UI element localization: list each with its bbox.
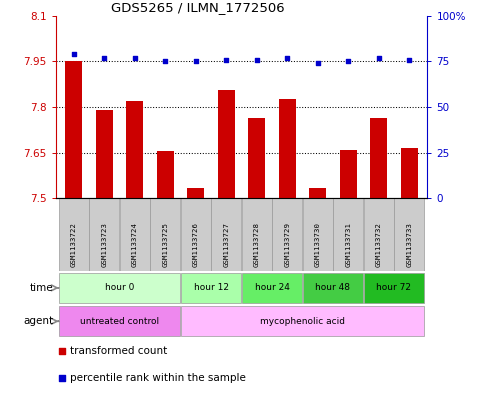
Bar (370, 118, 387, 198)
FancyBboxPatch shape (303, 198, 333, 271)
Text: GSM1133733: GSM1133733 (406, 222, 412, 267)
Bar (401, 148, 417, 198)
Bar (340, 150, 356, 198)
Bar (127, 101, 143, 198)
Text: GSM1133725: GSM1133725 (162, 222, 168, 267)
FancyBboxPatch shape (181, 306, 424, 336)
Point (192, 58, 199, 64)
Point (344, 58, 352, 64)
Point (131, 55, 139, 61)
Text: time: time (29, 283, 53, 293)
Text: hour 12: hour 12 (194, 283, 228, 292)
FancyBboxPatch shape (242, 198, 271, 271)
FancyBboxPatch shape (272, 198, 302, 271)
FancyBboxPatch shape (394, 198, 424, 271)
Text: GSM1133722: GSM1133722 (71, 222, 77, 267)
Point (222, 57, 230, 63)
Point (70, 51, 78, 57)
Bar (218, 90, 235, 198)
FancyBboxPatch shape (120, 198, 150, 271)
Text: GSM1133731: GSM1133731 (345, 222, 351, 267)
FancyBboxPatch shape (181, 273, 241, 303)
FancyBboxPatch shape (181, 198, 211, 271)
Point (58, 375, 66, 381)
Text: agent: agent (23, 316, 53, 326)
Text: GSM1133730: GSM1133730 (315, 222, 321, 267)
FancyBboxPatch shape (212, 198, 241, 271)
Text: GSM1133729: GSM1133729 (284, 222, 290, 267)
Text: GSM1133732: GSM1133732 (376, 222, 382, 267)
FancyBboxPatch shape (364, 273, 424, 303)
FancyBboxPatch shape (89, 198, 119, 271)
Text: hour 48: hour 48 (315, 283, 351, 292)
Point (405, 57, 413, 63)
Text: mycophenolic acid: mycophenolic acid (260, 317, 345, 326)
Point (100, 55, 108, 61)
FancyBboxPatch shape (364, 198, 394, 271)
FancyBboxPatch shape (59, 198, 89, 271)
FancyBboxPatch shape (242, 273, 302, 303)
Point (58, 347, 66, 354)
Bar (66, 61, 82, 198)
FancyBboxPatch shape (59, 273, 180, 303)
Text: hour 0: hour 0 (105, 283, 134, 292)
Text: hour 72: hour 72 (376, 283, 412, 292)
Bar (309, 188, 326, 198)
Text: GDS5265 / ILMN_1772506: GDS5265 / ILMN_1772506 (111, 1, 285, 14)
Text: GSM1133728: GSM1133728 (254, 222, 260, 267)
Text: GSM1133726: GSM1133726 (193, 222, 199, 267)
Bar (157, 151, 174, 198)
Text: GSM1133724: GSM1133724 (132, 222, 138, 267)
Bar (187, 188, 204, 198)
Point (161, 58, 169, 64)
Text: GSM1133723: GSM1133723 (101, 222, 107, 267)
Point (253, 57, 261, 63)
FancyBboxPatch shape (303, 273, 363, 303)
Point (314, 60, 322, 66)
Text: GSM1133727: GSM1133727 (223, 222, 229, 267)
Point (375, 55, 383, 61)
Text: untreated control: untreated control (80, 317, 159, 326)
FancyBboxPatch shape (333, 198, 363, 271)
Text: transformed count: transformed count (70, 346, 167, 356)
Bar (96, 110, 113, 198)
Bar (248, 118, 265, 198)
Bar (279, 99, 296, 198)
Text: percentile rank within the sample: percentile rank within the sample (70, 373, 245, 383)
FancyBboxPatch shape (59, 306, 180, 336)
Point (284, 55, 291, 61)
Text: hour 24: hour 24 (255, 283, 289, 292)
FancyBboxPatch shape (150, 198, 180, 271)
